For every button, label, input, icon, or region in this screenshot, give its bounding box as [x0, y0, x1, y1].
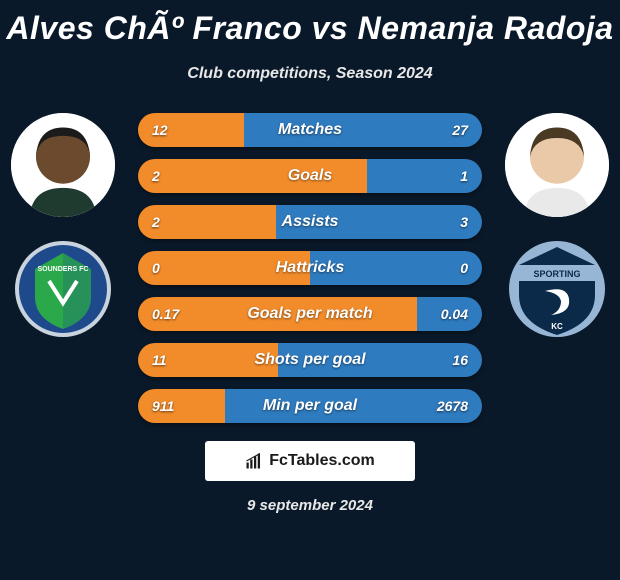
stat-value-right: 0 [460, 260, 468, 276]
stat-label: Assists [282, 213, 339, 231]
club-right-badge-svg: SPORTING KC [507, 239, 607, 339]
date-line: 9 september 2024 [0, 497, 620, 514]
stat-row: 911 Min per goal 2678 [138, 389, 482, 423]
stat-label: Shots per goal [254, 351, 365, 369]
stat-value-right: 3 [460, 214, 468, 230]
club-left-badge-svg: SOUNDERS FC [13, 239, 113, 339]
stat-value-left: 0 [152, 260, 160, 276]
club-right-name-text: SPORTING [533, 269, 580, 279]
stat-label: Goals [288, 167, 332, 185]
stat-value-right: 27 [452, 122, 468, 138]
right-player-column: SPORTING KC [502, 113, 612, 339]
stat-value-left: 11 [152, 352, 167, 368]
stat-row: 12 Matches 27 [138, 113, 482, 147]
stat-row: 2 Goals 1 [138, 159, 482, 193]
stat-label: Goals per match [247, 305, 372, 323]
stat-value-left: 2 [152, 168, 160, 184]
club-left-badge: SOUNDERS FC [13, 239, 113, 339]
stat-value-right: 16 [452, 352, 468, 368]
player-left-avatar-svg [11, 113, 115, 217]
chart-icon [245, 452, 263, 470]
stat-row: 11 Shots per goal 16 [138, 343, 482, 377]
player-right-avatar [505, 113, 609, 217]
club-right-kc-text: KC [551, 322, 563, 331]
player-right-avatar-svg [505, 113, 609, 217]
stat-row: 0 Hattricks 0 [138, 251, 482, 285]
stat-value-right: 0.04 [441, 306, 468, 322]
page-title: Alves ChÃº Franco vs Nemanja Radoja [0, 0, 620, 47]
player-left-avatar [11, 113, 115, 217]
stat-value-right: 2678 [437, 398, 468, 414]
stat-value-left: 12 [152, 122, 168, 138]
stats-table: 12Matches272Goals12Assists30Hattricks00.… [138, 113, 482, 423]
club-left-name-top: SOUNDERS FC [38, 266, 89, 273]
stat-label: Min per goal [263, 397, 357, 415]
watermark: FcTables.com [205, 441, 415, 481]
stat-value-left: 2 [152, 214, 160, 230]
stat-value-right: 1 [460, 168, 468, 184]
stat-row: 2 Assists 3 [138, 205, 482, 239]
left-player-column: SOUNDERS FC [8, 113, 118, 339]
stat-row: 0.17 Goals per match 0.04 [138, 297, 482, 331]
stat-label: Hattricks [276, 259, 344, 277]
stat-bar-left-fill [138, 159, 367, 193]
stat-value-left: 0.17 [152, 306, 179, 322]
subtitle: Club competitions, Season 2024 [0, 65, 620, 83]
club-right-badge: SPORTING KC [507, 239, 607, 339]
stat-label: Matches [278, 121, 342, 139]
watermark-text: FcTables.com [269, 452, 375, 470]
stat-value-left: 911 [152, 398, 174, 414]
comparison-content: SOUNDERS FC SPORTING KC 12Matches272Goa [0, 113, 620, 423]
